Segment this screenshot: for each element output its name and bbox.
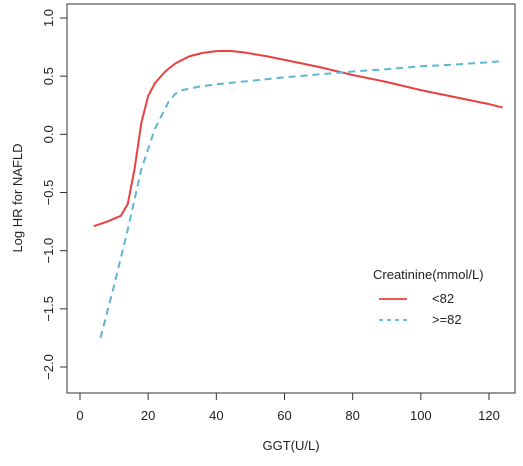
x-axis-label: GGT(U/L) <box>262 438 319 453</box>
y-tick-label-0: −2.0 <box>41 354 56 380</box>
y-tick-label-3: −0.5 <box>41 180 56 206</box>
y-axis-label: Log HR for NAFLD <box>10 143 25 252</box>
y-tick-label-6: 1.0 <box>41 9 56 27</box>
y-tick-label-1: −1.5 <box>41 296 56 322</box>
legend-title: Creatinine(mmol/L) <box>373 267 484 282</box>
x-tick-label-80: 80 <box>345 408 359 423</box>
series-layer <box>93 49 503 339</box>
legend-label-lt82: <82 <box>432 291 454 306</box>
legend: Creatinine(mmol/L) <82 >=82 <box>373 267 484 327</box>
series-line-0 <box>93 49 503 228</box>
y-tick-label-5: 0.5 <box>41 67 56 85</box>
x-tick-label-120: 120 <box>478 408 500 423</box>
y-tick-label-4: 0.0 <box>41 125 56 143</box>
x-tick-label-0: 0 <box>76 408 83 423</box>
y-tick-label-2: −1.0 <box>41 238 56 264</box>
y-axis: −2.0 −1.5 −1.0 −0.5 0.0 0.5 1.0 <box>41 9 68 380</box>
x-axis: 0 20 40 60 80 100 120 <box>76 392 500 423</box>
x-tick-label-60: 60 <box>277 408 291 423</box>
series-line-1 <box>99 60 503 339</box>
plot-area <box>66 3 516 394</box>
legend-label-ge82: >=82 <box>432 312 462 327</box>
x-tick-label-20: 20 <box>141 408 155 423</box>
plot-frame <box>66 3 516 394</box>
x-tick-label-40: 40 <box>209 408 223 423</box>
x-tick-label-100: 100 <box>410 408 432 423</box>
